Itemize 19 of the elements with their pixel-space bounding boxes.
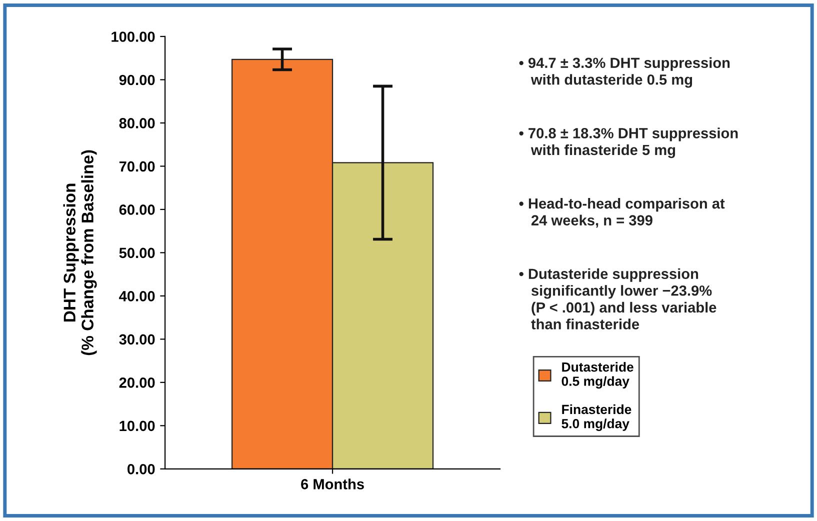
y-tick-label: 50.00 [119, 248, 155, 258]
y-axis-title: DHT Suppression (% Change from Baseline) [63, 150, 97, 356]
y-tick-label: 90.00 [119, 74, 155, 86]
y-tick-label: 40.00 [119, 291, 155, 302]
y-tick-label: 0.00 [128, 464, 155, 474]
y-tick-label: 10.00 [120, 420, 155, 432]
text: • 70.8 ± 18.3% DHT suppression with finasteride 5 mg [519, 128, 738, 158]
text: • 94.7 ± 3.3% DHT suppression with dutasteride 0.5 mg [519, 57, 730, 88]
y-tick-label: 100.00 [112, 32, 155, 42]
y-tick-label: 60.00 [119, 204, 155, 215]
text: • Dutasteride suppression significantly lower −23.9% (P < .001) and less variable than finasteride [519, 268, 716, 330]
legend-label: Dutasteride 0.5 mg/day [562, 362, 634, 389]
y-tick-label: 20.00 [119, 378, 155, 388]
x-tick-label: 6 Months [301, 478, 364, 490]
legend-label: Finasteride 5.0 mg/day [562, 404, 632, 431]
y-tick-label: 30.00 [119, 334, 155, 345]
y-tick-label: 70.00 [119, 161, 155, 172]
y-tick-label: 80.00 [119, 118, 155, 128]
text: • Head-to-head comparison at 24 weeks, n = 399 [519, 198, 725, 228]
